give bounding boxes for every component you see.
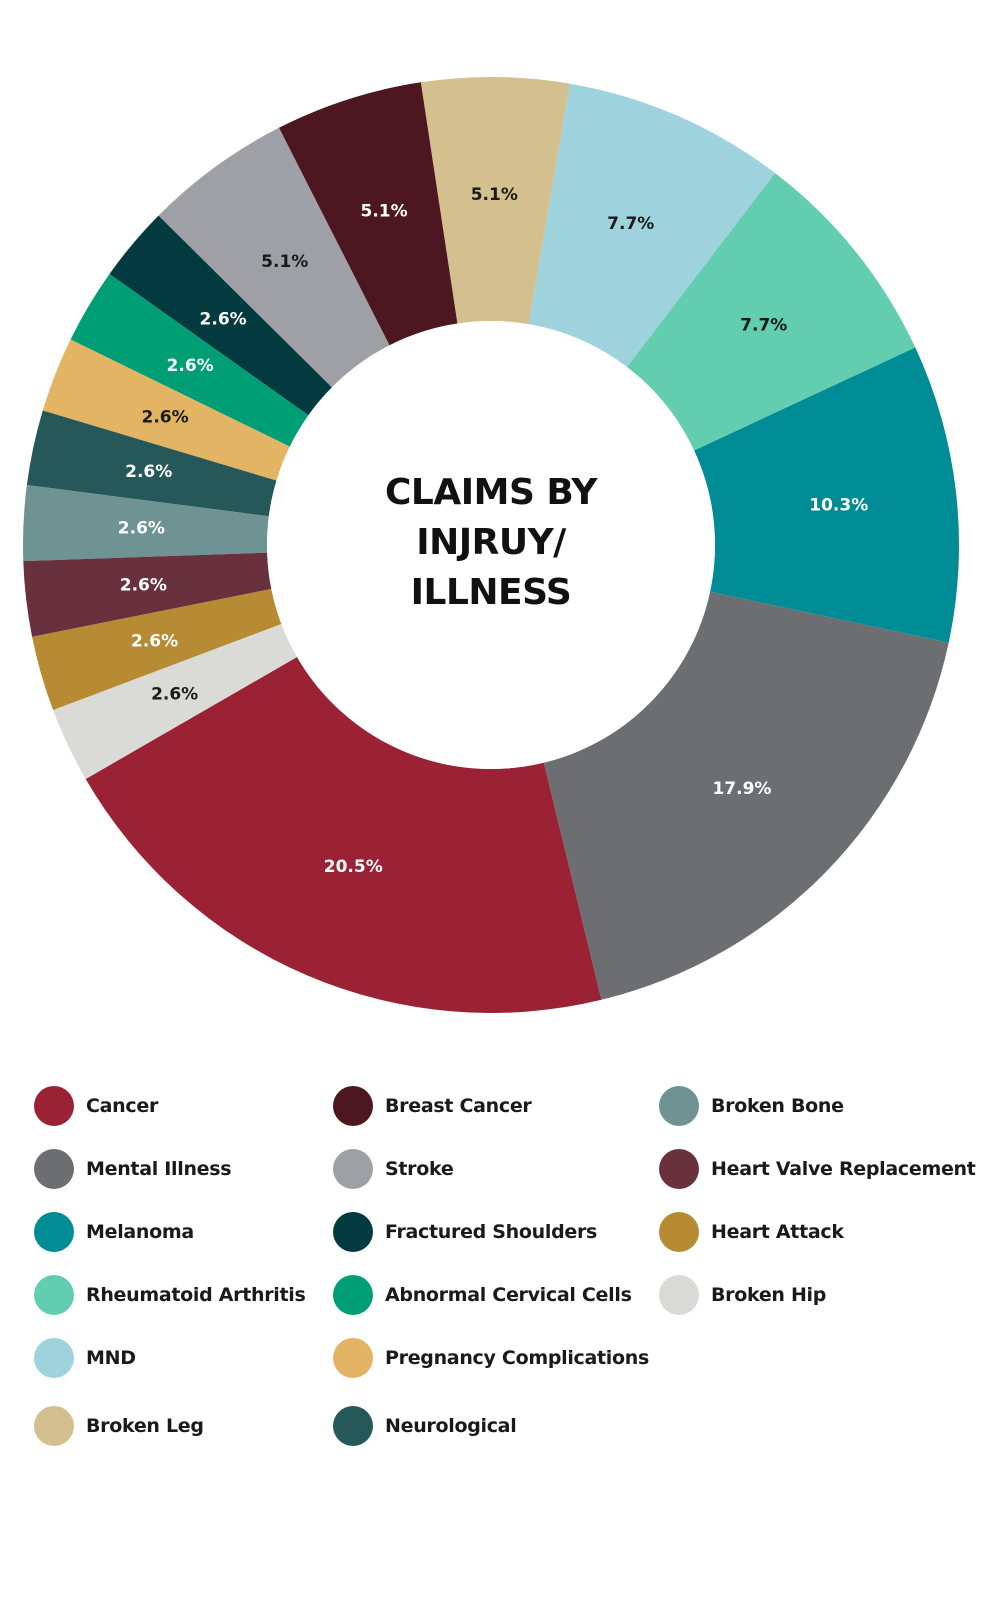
- slice-mental-illness: [543, 591, 949, 1000]
- legend-label: Abnormal Cervical Cells: [385, 1284, 632, 1306]
- legend-label: Fractured Shoulders: [385, 1221, 598, 1243]
- chart-title-line-1: CLAIMS BY: [385, 472, 597, 513]
- slice-label-cancer: 20.5%: [324, 857, 383, 877]
- legend-item-pregnancy-complications: Pregnancy Complications: [333, 1336, 649, 1380]
- slice-label-neurological: 2.6%: [125, 462, 172, 482]
- slice-broken-leg: [420, 77, 570, 325]
- legend-item-broken-bone: Broken Bone: [659, 1084, 844, 1128]
- legend-item-mnd: MND: [34, 1336, 136, 1380]
- legend-label: Broken Leg: [86, 1415, 204, 1437]
- legend-item-rheumatoid-arthritis: Rheumatoid Arthritis: [34, 1273, 306, 1317]
- legend-item-heart-attack: Heart Attack: [659, 1210, 844, 1254]
- slice-broken-bone: [23, 485, 269, 562]
- slice-label-broken-hip: 2.6%: [151, 685, 198, 705]
- slice-label-fractured-shoulders: 2.6%: [200, 310, 247, 330]
- slice-melanoma: [694, 347, 959, 643]
- slice-broken-hip: [53, 624, 298, 779]
- slice-label-mental-illness: 17.9%: [712, 779, 771, 799]
- legend-swatch: [34, 1149, 74, 1189]
- legend-label: Mental Illness: [86, 1158, 232, 1180]
- slice-label-breast-cancer: 5.1%: [361, 202, 408, 222]
- slice-label-pregnancy-complications: 2.6%: [142, 407, 189, 427]
- legend-label: MND: [86, 1347, 136, 1369]
- donut-chart-area: 20.5% 17.9% 10.3% 7.7% 7.7% 5.1% 5.1% 5.1% 2.6% 2…: [23, 77, 959, 1014]
- slice-label-abnormal-cervical-cells: 2.6%: [167, 356, 214, 376]
- legend-item-melanoma: Melanoma: [34, 1210, 194, 1254]
- legend-label: Broken Bone: [711, 1095, 844, 1117]
- slice-rheumatoid-arthritis: [626, 173, 916, 451]
- slice-label-broken-bone: 2.6%: [118, 519, 165, 539]
- legend-label: Pregnancy Complications: [385, 1347, 650, 1369]
- slice-heart-attack: [32, 588, 282, 711]
- legend-swatch: [333, 1406, 373, 1446]
- slice-mnd: [528, 83, 776, 367]
- slice-cancer: [85, 657, 602, 1014]
- slice-label-broken-leg: 5.1%: [471, 185, 518, 205]
- slice-breast-cancer: [278, 82, 458, 346]
- legend-label: Heart Attack: [711, 1221, 844, 1243]
- slice-stroke: [158, 127, 390, 388]
- legend-swatch: [659, 1149, 699, 1189]
- slice-label-stroke: 5.1%: [261, 252, 308, 272]
- legend-swatch: [659, 1212, 699, 1252]
- legend-item-stroke: Stroke: [333, 1147, 454, 1191]
- legend-item-neurological: Neurological: [333, 1404, 517, 1448]
- legend-label: Neurological: [385, 1415, 517, 1437]
- legend-swatch: [333, 1275, 373, 1315]
- slice-abnormal-cervical-cells: [70, 273, 309, 447]
- chart-title-line-2: INJRUY/: [416, 522, 566, 563]
- donut-hole: [267, 321, 715, 769]
- slice-fractured-shoulders: [109, 215, 332, 416]
- legend-item-fractured-shoulders: Fractured Shoulders: [333, 1210, 597, 1254]
- legend-item-abnormal-cervical-cells: Abnormal Cervical Cells: [333, 1273, 632, 1317]
- legend-swatch: [333, 1338, 373, 1378]
- slice-label-heart-valve-replacement: 2.6%: [120, 576, 167, 596]
- legend-label: Heart Valve Replacement: [711, 1158, 976, 1180]
- legend-label: Melanoma: [86, 1221, 194, 1243]
- slice-label-heart-attack: 2.6%: [131, 631, 178, 651]
- chart-title-line-3: ILLNESS: [410, 572, 572, 613]
- legend-label: Cancer: [86, 1095, 159, 1117]
- slice-label-mnd: 7.7%: [607, 214, 654, 234]
- slice-neurological: [26, 410, 277, 517]
- slice-label-rheumatoid-arthritis: 7.7%: [740, 316, 787, 336]
- chart-title: CLAIMS BY INJRUY/ ILLNESS: [341, 468, 641, 618]
- legend-label: Broken Hip: [711, 1284, 827, 1306]
- legend-item-broken-leg: Broken Leg: [34, 1404, 204, 1448]
- legend-swatch: [659, 1275, 699, 1315]
- legend-swatch: [34, 1212, 74, 1252]
- slice-pregnancy-complications: [42, 339, 290, 481]
- legend-swatch: [333, 1149, 373, 1189]
- donut-chart: 20.5% 17.9% 10.3% 7.7% 7.7% 5.1% 5.1% 5.1% 2.6% 2…: [23, 77, 959, 1014]
- legend-item-broken-hip: Broken Hip: [659, 1273, 826, 1317]
- slice-heart-valve-replacement: [23, 552, 272, 637]
- legend-swatch: [34, 1406, 74, 1446]
- legend-label: Stroke: [385, 1158, 454, 1180]
- legend-item-heart-valve-replacement: Heart Valve Replacement: [659, 1147, 976, 1191]
- legend-label: Rheumatoid Arthritis: [86, 1284, 306, 1306]
- legend-swatch: [333, 1212, 373, 1252]
- legend-item-cancer: Cancer: [34, 1084, 158, 1128]
- legend-swatch: [34, 1338, 74, 1378]
- legend-swatch: [34, 1086, 74, 1126]
- legend-swatch: [34, 1275, 74, 1315]
- legend-label: Breast Cancer: [385, 1095, 532, 1117]
- legend-swatch: [659, 1086, 699, 1126]
- chart-legend: Cancer Mental Illness Melanoma Rheumatoid A…: [0, 1070, 1002, 1570]
- legend-item-breast-cancer: Breast Cancer: [333, 1084, 532, 1128]
- slice-label-melanoma: 10.3%: [809, 496, 868, 516]
- legend-swatch: [333, 1086, 373, 1126]
- legend-item-mental-illness: Mental Illness: [34, 1147, 232, 1191]
